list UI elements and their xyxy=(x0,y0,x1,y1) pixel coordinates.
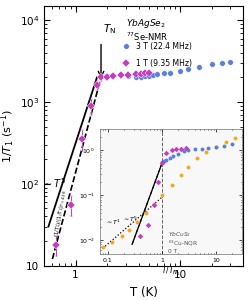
Text: YbCuS$_2$: YbCuS$_2$ xyxy=(168,230,191,239)
Text: $^{63}$Cu-NQR: $^{63}$Cu-NQR xyxy=(168,238,199,248)
Text: $\sim T^5$: $\sim T^5$ xyxy=(122,215,138,224)
Text: $T_\mathrm{N}$: $T_\mathrm{N}$ xyxy=(103,22,116,36)
Text: $\sim T^1$: $\sim T^1$ xyxy=(105,218,122,227)
Text: 3 T (22.4 MHz): 3 T (22.4 MHz) xyxy=(136,42,192,51)
X-axis label: $T/T_{N_1}$: $T/T_{N_1}$ xyxy=(161,265,181,278)
Text: $(1/T_1)/(1/T_1)_{T=4.2\,\mathrm{K}}$: $(1/T_1)/(1/T_1)_{T=4.2\,\mathrm{K}}$ xyxy=(52,188,69,238)
X-axis label: T (K): T (K) xyxy=(130,286,158,299)
Y-axis label: 1/$T_1$ (s$^{-1}$): 1/$T_1$ (s$^{-1}$) xyxy=(0,109,17,163)
Text: 1 T (9.35 MHz): 1 T (9.35 MHz) xyxy=(136,58,192,68)
Text: $\sim T^5$: $\sim T^5$ xyxy=(42,176,66,190)
Text: $^{77}$Se-NMR: $^{77}$Se-NMR xyxy=(125,31,168,43)
Text: 0 T: 0 T xyxy=(168,249,177,254)
Text: YbAgSe$_2$: YbAgSe$_2$ xyxy=(125,17,165,30)
